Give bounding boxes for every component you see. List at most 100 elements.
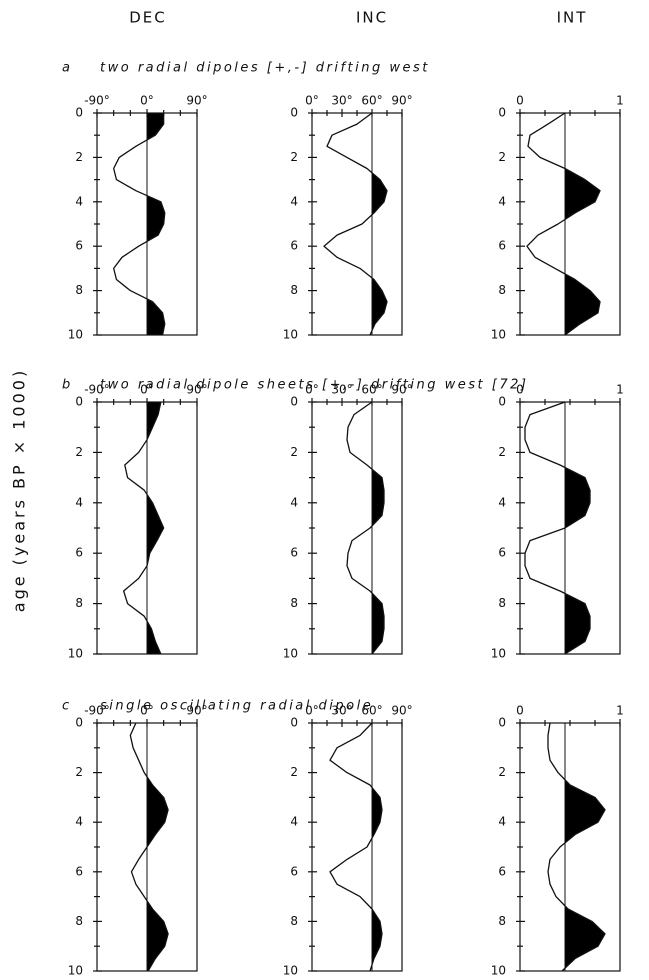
x-tick-label: 10 [283, 328, 298, 342]
x-tick-label: 10 [283, 647, 298, 661]
curve [123, 401, 165, 655]
x-tick-label: 6 [290, 239, 298, 253]
filled-area [565, 113, 600, 335]
panel-frame [311, 112, 403, 336]
y-tick-label: 60° [361, 704, 382, 718]
filled-area [147, 723, 169, 971]
panel-letter: b [62, 378, 73, 393]
y-tick-label: -90° [84, 383, 110, 397]
column-header: INT [557, 9, 588, 27]
y-tick-label: 0° [305, 383, 319, 397]
x-tick-label: 0 [498, 395, 506, 409]
x-tick-label: 6 [498, 864, 506, 878]
y-tick-label: 30° [331, 383, 352, 397]
x-tick-label: 8 [290, 914, 298, 928]
filled-area [372, 723, 382, 971]
x-tick-label: 8 [498, 596, 506, 610]
panel-title: single oscillating radial dipole [100, 699, 373, 714]
y-tick-label: -90° [84, 94, 110, 108]
x-tick-label: 0 [290, 106, 298, 120]
panel-frame [311, 722, 403, 972]
y-tick-label: 90° [391, 383, 412, 397]
filled-area [147, 402, 164, 654]
x-tick-label: 2 [498, 445, 506, 459]
x-tick-label: 6 [75, 239, 83, 253]
column-header: DEC [129, 9, 167, 27]
column-header: INC [356, 9, 388, 27]
filled-area [372, 402, 384, 654]
y-tick-label: 0° [305, 704, 319, 718]
x-tick-label: 6 [290, 864, 298, 878]
x-tick-label: 8 [75, 596, 83, 610]
x-tick-label: 10 [491, 647, 506, 661]
y-tick-label: 90° [391, 704, 412, 718]
y-tick-label: 90° [186, 383, 207, 397]
x-tick-label: 4 [498, 815, 506, 829]
x-tick-label: 4 [75, 815, 83, 829]
y-tick-label: 1 [616, 94, 624, 108]
x-tick-label: 2 [290, 445, 298, 459]
x-tick-label: 0 [498, 106, 506, 120]
x-tick-label: 2 [75, 150, 83, 164]
x-tick-label: 10 [283, 964, 298, 978]
y-tick-label: -90° [84, 704, 110, 718]
x-tick-label: 4 [290, 194, 298, 208]
filled-area [565, 723, 605, 971]
panel-frame [311, 401, 403, 655]
y-tick-label: 0° [140, 94, 154, 108]
curve [526, 112, 601, 336]
x-tick-label: 8 [290, 596, 298, 610]
panel-letter: a [62, 61, 72, 76]
y-tick-label: 90° [186, 94, 207, 108]
y-tick-label: 0 [516, 383, 524, 397]
x-tick-label: 10 [68, 964, 83, 978]
x-tick-label: 10 [491, 964, 506, 978]
curve [547, 722, 606, 972]
y-tick-label: 60° [361, 94, 382, 108]
x-tick-label: 0 [290, 395, 298, 409]
panel-letter: c [62, 699, 72, 714]
y-tick-label: 0° [140, 704, 154, 718]
x-tick-label: 2 [290, 765, 298, 779]
x-tick-label: 4 [498, 194, 506, 208]
filled-area [147, 113, 165, 335]
x-tick-label: 2 [498, 150, 506, 164]
x-tick-label: 8 [498, 914, 506, 928]
x-tick-label: 4 [290, 495, 298, 509]
x-tick-label: 10 [491, 328, 506, 342]
y-tick-label: 60° [361, 383, 382, 397]
x-tick-label: 4 [75, 495, 83, 509]
x-tick-label: 2 [498, 765, 506, 779]
panel-title: two radial dipoles [+,-] drifting west [100, 61, 430, 76]
x-tick-label: 6 [75, 546, 83, 560]
curve [129, 722, 169, 972]
x-tick-label: 4 [75, 194, 83, 208]
filled-area [565, 402, 590, 654]
x-tick-label: 6 [75, 864, 83, 878]
y-tick-label: 90° [186, 704, 207, 718]
x-tick-label: 6 [498, 546, 506, 560]
filled-area [372, 113, 387, 335]
curve [113, 113, 166, 336]
y-tick-label: 1 [616, 383, 624, 397]
x-tick-label: 10 [68, 647, 83, 661]
x-tick-label: 4 [498, 495, 506, 509]
x-tick-label: 4 [290, 815, 298, 829]
x-tick-label: 8 [290, 283, 298, 297]
y-tick-label: 0 [516, 94, 524, 108]
x-tick-label: 0 [498, 716, 506, 730]
x-tick-label: 2 [75, 445, 83, 459]
curve [524, 401, 591, 655]
x-tick-label: 0 [75, 395, 83, 409]
curve [346, 401, 385, 655]
y-tick-label: 30° [331, 94, 352, 108]
y-tick-label: 1 [616, 704, 624, 718]
y-tick-label: 0° [140, 383, 154, 397]
curve [329, 722, 383, 972]
x-tick-label: 0 [290, 716, 298, 730]
x-tick-label: 8 [75, 283, 83, 297]
x-tick-label: 8 [498, 283, 506, 297]
y-tick-label: 90° [391, 94, 412, 108]
x-tick-label: 6 [290, 546, 298, 560]
x-tick-label: 8 [75, 914, 83, 928]
